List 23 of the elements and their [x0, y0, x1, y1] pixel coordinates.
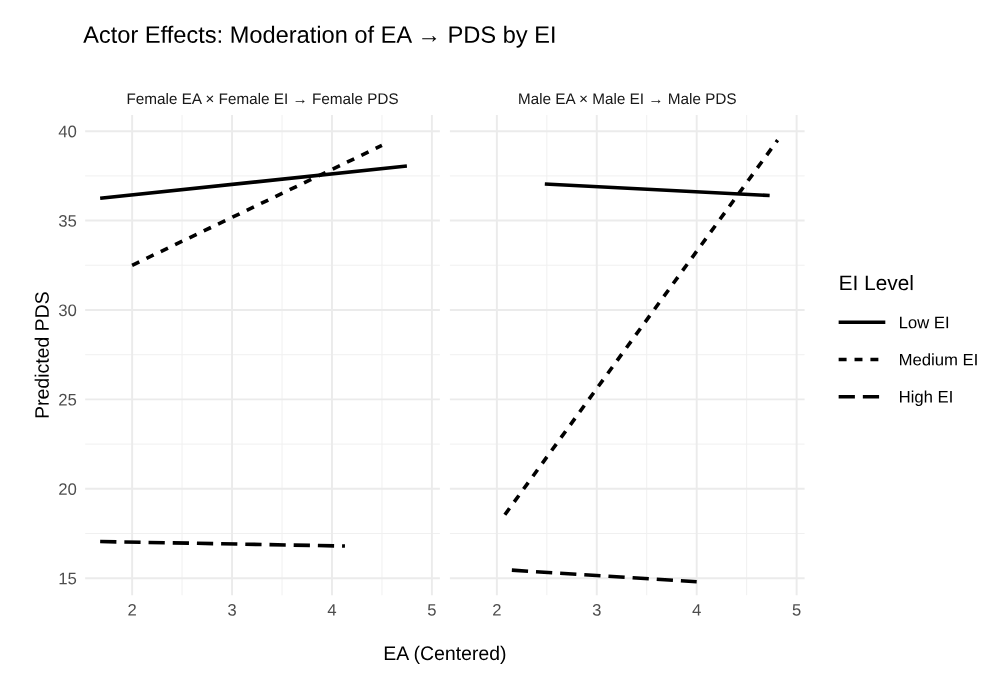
chart-subtitle: Male EA × Male EI → Male PDS	[519, 92, 736, 105]
y-tick-label: 15	[59, 572, 77, 585]
x-axis-title: EA (Centered)	[384, 645, 506, 664]
y-axis-title: Predicted PDS	[34, 292, 49, 418]
y-tick-label: 25	[59, 393, 77, 406]
x-tick-label: 3	[592, 603, 601, 616]
legend-label: Medium EI	[900, 353, 977, 366]
chart-title: Actor Effects: Moderation of EA → PDS by EI	[83, 25, 555, 48]
legend-label: Low EI	[900, 316, 949, 329]
y-tick-label: 35	[58, 214, 77, 227]
x-tick-label: 2	[493, 603, 501, 616]
legend-title: EI Level	[840, 274, 913, 291]
x-tick-label: 4	[692, 604, 701, 616]
y-tick-label: 20	[59, 483, 77, 496]
y-tick-label: 30	[58, 304, 77, 317]
legend-label: High EI	[900, 390, 952, 407]
x-tick-label: 3	[228, 603, 236, 616]
x-tick-label: 5	[792, 604, 801, 616]
y-tick-label: 40	[58, 125, 77, 138]
x-tick-label: 4	[327, 604, 337, 616]
chart-subtitle: Female EA × Female EI → Female PDS	[127, 92, 398, 105]
x-tick-label: 2	[128, 603, 136, 616]
x-tick-label: 5	[427, 604, 436, 616]
